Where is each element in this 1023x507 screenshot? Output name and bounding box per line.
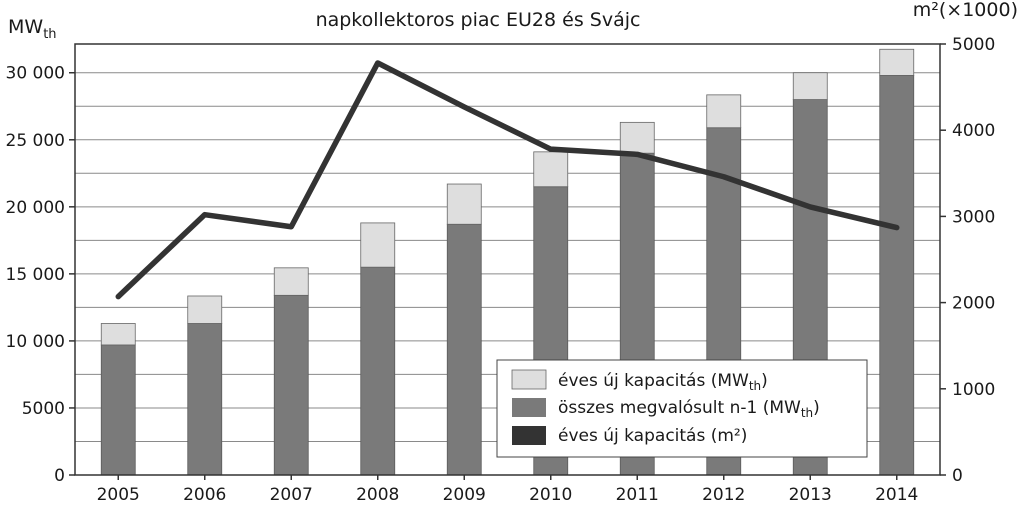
x-tick-label: 2005 <box>97 485 140 503</box>
legend-label-total-realized-tail: ) <box>813 398 820 418</box>
x-tick-label: 2008 <box>356 485 399 503</box>
y-right-tick-label: 4000 <box>952 121 995 141</box>
y-right-tick-label: 3000 <box>952 207 995 227</box>
legend: éves új kapacitás (MWth) összes megvalós… <box>496 359 868 458</box>
legend-label-total-realized-sub: th <box>801 406 813 420</box>
bars <box>100 48 915 476</box>
bar-total-realized <box>100 344 136 476</box>
bar-total-realized <box>879 75 915 476</box>
y-left-tick-label: 5000 <box>22 399 65 419</box>
y-left-axis-label-main: MW <box>8 16 43 38</box>
x-tick-label: 2012 <box>702 485 745 503</box>
bar-new-capacity-mw <box>619 121 655 154</box>
x-tick-label: 2013 <box>789 485 832 503</box>
y-right-tick-label: 5000 <box>952 35 995 55</box>
y-right-tick-label: 2000 <box>952 294 995 314</box>
x-tick-label: 2011 <box>616 485 659 503</box>
line-point <box>808 205 812 209</box>
legend-label-new-capacity-mw-main: éves új kapacitás (MW <box>558 371 749 391</box>
line-series <box>115 60 900 300</box>
bar-total-realized <box>446 223 482 476</box>
bar-new-capacity-mw <box>273 267 309 296</box>
line-point <box>116 295 120 299</box>
x-tick-label: 2006 <box>183 485 226 503</box>
bar-new-capacity-mw <box>706 94 742 129</box>
line-point <box>376 61 380 65</box>
x-tick-label: 2014 <box>875 485 918 503</box>
y-left-tick-label: 25 000 <box>6 131 65 151</box>
y-right-tick-label: 0 <box>952 466 963 486</box>
bar-total-realized <box>187 323 223 476</box>
line-point <box>462 105 466 109</box>
bar-new-capacity-mw <box>100 323 136 346</box>
bar-new-capacity-mw <box>533 151 569 188</box>
legend-label-new-capacity-mw-sub: th <box>749 379 761 393</box>
y-left-tick-label: 15 000 <box>6 265 65 285</box>
bar-total-realized <box>360 266 396 476</box>
bar-new-capacity-mw <box>360 222 396 268</box>
line-point <box>895 226 899 230</box>
legend-swatch-new-capacity-m2 <box>512 426 546 445</box>
line-point <box>549 147 553 151</box>
legend-label-new-capacity-mw: éves új kapacitás (MWth) <box>558 371 768 393</box>
plot-frame <box>74 43 941 476</box>
y-left-axis-label: MWth <box>8 16 57 42</box>
legend-label-total-realized: összes megvalósult n-1 (MWth) <box>558 398 820 420</box>
y-left-axis-label-sub: th <box>43 27 56 42</box>
chart-title: napkollektoros piac EU28 és Svájc <box>316 9 641 31</box>
legend-label-total-realized-main: összes megvalósult n-1 (MW <box>558 398 801 418</box>
y-left-tick-label: 10 000 <box>6 332 65 352</box>
bar-new-capacity-mw <box>879 48 915 76</box>
legend-swatch-new-capacity-mw <box>511 369 547 390</box>
line-point <box>722 175 726 179</box>
y-left-tick-label: 20 000 <box>6 198 65 218</box>
axes: 0 5000 10 000 15 000 20 000 25 000 30 000 0 1000… <box>6 35 996 505</box>
line-point <box>635 152 639 156</box>
bar-new-capacity-mw <box>187 295 223 324</box>
bar-new-capacity-mw <box>446 183 482 225</box>
x-tick-label: 2010 <box>529 485 572 503</box>
legend-label-new-capacity-mw-tail: ) <box>761 371 768 391</box>
y-left-tick-label: 0 <box>54 466 65 486</box>
y-right-tick-label: 1000 <box>952 380 995 400</box>
y-left-tick-label: 30 000 <box>6 64 65 84</box>
line-point <box>203 213 207 217</box>
x-tick-label: 2007 <box>270 485 313 503</box>
line-point <box>289 225 293 229</box>
legend-label-new-capacity-m2: éves új kapacitás (m²) <box>558 426 747 446</box>
line-new-capacity-m2 <box>115 60 900 300</box>
x-tick-label: 2009 <box>443 485 486 503</box>
bar-total-realized <box>273 294 309 476</box>
bar-new-capacity-mw <box>792 72 828 100</box>
legend-box <box>496 359 868 458</box>
y-right-axis-label: m²(×1000) <box>913 0 1018 21</box>
legend-swatch-total-realized <box>512 398 546 417</box>
